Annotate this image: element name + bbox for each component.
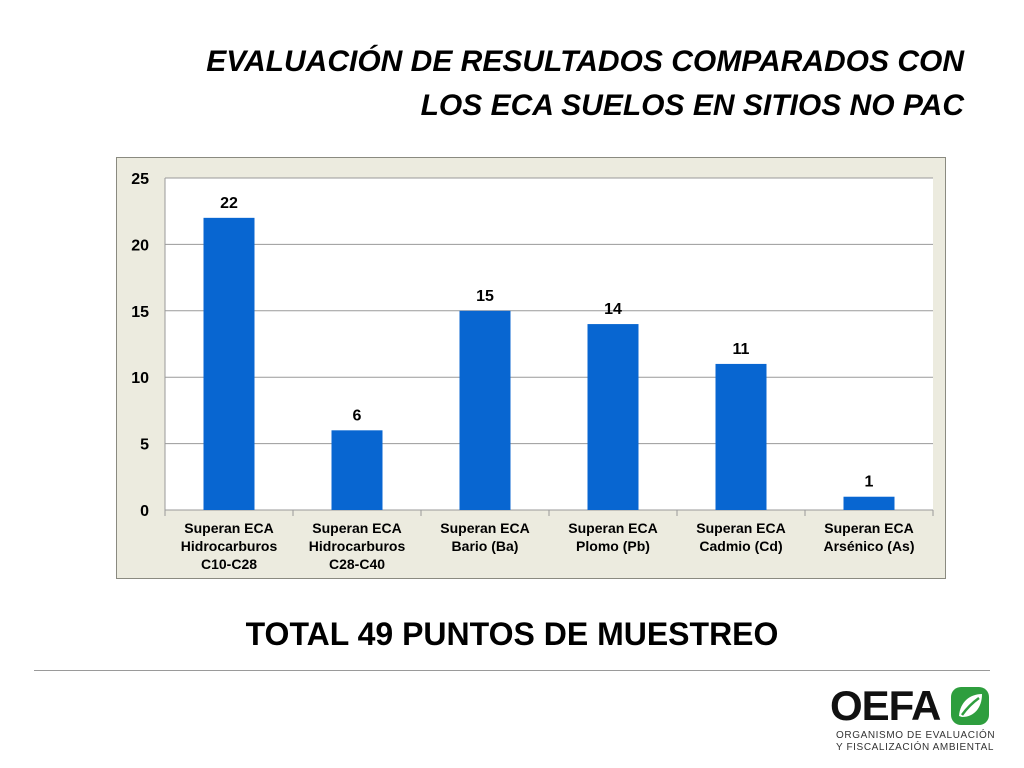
bar (587, 324, 639, 510)
data-label: 11 (733, 341, 750, 358)
bar (843, 496, 895, 510)
y-tick-label: 0 (140, 503, 149, 520)
y-tick-label: 25 (131, 171, 149, 188)
bar (459, 310, 511, 510)
data-label: 1 (865, 474, 874, 491)
y-tick-label: 10 (131, 370, 149, 387)
logo-subtitle-line-1: ORGANISMO DE EVALUACIÓN (836, 730, 996, 741)
x-category-label: Superan ECA Hidrocarburos C28-C40 (309, 520, 406, 572)
data-label: 14 (604, 301, 622, 318)
data-label: 15 (476, 288, 494, 305)
x-category-label: Superan ECA Hidrocarburos C10-C28 (181, 520, 278, 572)
leaf-icon (951, 687, 989, 725)
bar-chart: 0 5 10 15 20 25 22 Superan ECA Hidrocarburos C10-… (116, 157, 946, 579)
bar-chart-svg: 0 5 10 15 20 25 22 Superan ECA Hidrocarburos C10-… (131, 171, 934, 572)
y-tick-label: 20 (131, 237, 149, 254)
x-category-label: Superan ECA Plomo (Pb) (568, 520, 657, 554)
footer-divider (34, 670, 990, 671)
slide-title: EVALUACIÓN DE RESULTADOS COMPARADOS CON … (60, 40, 964, 128)
logo-subtitle: ORGANISMO DE EVALUACIÓN Y FISCALIZACIÓN … (836, 730, 996, 754)
oefa-logo: OEFA ORGANISMO DE EVALUACIÓN Y FISCALIZA… (830, 684, 1000, 756)
x-category-label: Superan ECA Cadmio (Cd) (696, 520, 785, 554)
plot-area (165, 178, 933, 510)
total-sampling-points: TOTAL 49 PUNTOS DE MUESTREO (245, 616, 779, 652)
slide-title-line-2: LOS ECA SUELOS EN SITIOS NO PAC (420, 89, 964, 122)
slide-title-line-1: EVALUACIÓN DE RESULTADOS COMPARADOS CON (206, 45, 964, 78)
bar (331, 430, 383, 510)
x-category-label: Superan ECA Bario (Ba) (440, 520, 529, 554)
logo-wordmark: OEFA (830, 682, 941, 729)
x-category-label: Superan ECA Arsénico (As) (823, 520, 914, 554)
y-tick-label: 15 (131, 304, 149, 321)
data-label: 6 (353, 407, 362, 424)
logo-subtitle-line-2: Y FISCALIZACIÓN AMBIENTAL (836, 742, 994, 753)
y-tick-label: 5 (140, 437, 149, 454)
bar (715, 363, 767, 510)
data-label: 22 (220, 195, 238, 212)
bar (203, 217, 255, 510)
